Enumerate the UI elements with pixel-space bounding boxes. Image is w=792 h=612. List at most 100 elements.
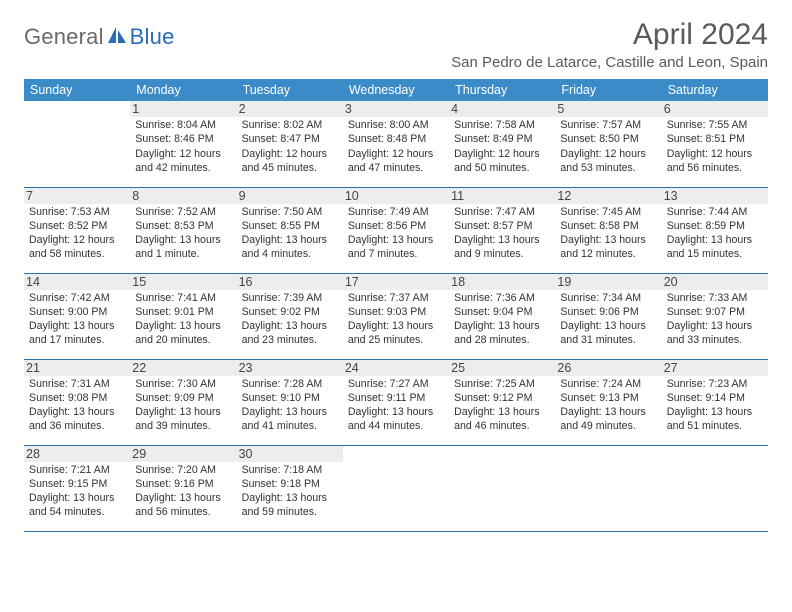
day-number: 5 bbox=[555, 101, 661, 117]
day-info-line: Sunrise: 7:20 AM bbox=[135, 463, 231, 477]
day-info-line: Sunset: 8:57 PM bbox=[454, 219, 550, 233]
day-info-line: Sunrise: 7:31 AM bbox=[29, 377, 125, 391]
calendar-week-row: 28Sunrise: 7:21 AMSunset: 9:15 PMDayligh… bbox=[24, 445, 768, 531]
day-info-line: Sunrise: 7:45 AM bbox=[560, 205, 656, 219]
day-info-line: Daylight: 13 hours bbox=[29, 405, 125, 419]
calendar-day-cell: 5Sunrise: 7:57 AMSunset: 8:50 PMDaylight… bbox=[555, 101, 661, 187]
calendar-day-cell: 1Sunrise: 8:04 AMSunset: 8:46 PMDaylight… bbox=[130, 101, 236, 187]
day-info-line: Daylight: 12 hours bbox=[29, 233, 125, 247]
calendar-day-cell bbox=[449, 445, 555, 531]
calendar-day-cell: 23Sunrise: 7:28 AMSunset: 9:10 PMDayligh… bbox=[237, 359, 343, 445]
day-info-line: Daylight: 13 hours bbox=[135, 319, 231, 333]
sail-icon bbox=[106, 25, 128, 50]
calendar-day-cell: 26Sunrise: 7:24 AMSunset: 9:13 PMDayligh… bbox=[555, 359, 661, 445]
day-info-line: and 51 minutes. bbox=[667, 419, 763, 433]
day-info-line: Daylight: 12 hours bbox=[348, 147, 444, 161]
day-info-line: and 53 minutes. bbox=[560, 161, 656, 175]
day-number: 6 bbox=[662, 101, 768, 117]
day-info-line: Daylight: 13 hours bbox=[560, 405, 656, 419]
day-info-line: and 33 minutes. bbox=[667, 333, 763, 347]
calendar-day-cell: 22Sunrise: 7:30 AMSunset: 9:09 PMDayligh… bbox=[130, 359, 236, 445]
day-number: 20 bbox=[662, 274, 768, 290]
day-info-line: Sunrise: 7:55 AM bbox=[667, 118, 763, 132]
day-info: Sunrise: 8:02 AMSunset: 8:47 PMDaylight:… bbox=[242, 118, 338, 175]
calendar-day-cell: 8Sunrise: 7:52 AMSunset: 8:53 PMDaylight… bbox=[130, 187, 236, 273]
day-info-line: Sunrise: 7:18 AM bbox=[242, 463, 338, 477]
day-info-line: Daylight: 13 hours bbox=[667, 319, 763, 333]
day-info: Sunrise: 7:52 AMSunset: 8:53 PMDaylight:… bbox=[135, 205, 231, 262]
day-info: Sunrise: 7:55 AMSunset: 8:51 PMDaylight:… bbox=[667, 118, 763, 175]
day-info-line: Sunset: 9:01 PM bbox=[135, 305, 231, 319]
calendar-day-cell: 12Sunrise: 7:45 AMSunset: 8:58 PMDayligh… bbox=[555, 187, 661, 273]
day-number: 14 bbox=[24, 274, 130, 290]
calendar-week-row: 1Sunrise: 8:04 AMSunset: 8:46 PMDaylight… bbox=[24, 101, 768, 187]
day-info-line: Daylight: 12 hours bbox=[560, 147, 656, 161]
day-info-line: Sunrise: 7:23 AM bbox=[667, 377, 763, 391]
day-info-line: and 25 minutes. bbox=[348, 333, 444, 347]
day-info-line: Daylight: 13 hours bbox=[454, 233, 550, 247]
day-info-line: Daylight: 13 hours bbox=[242, 491, 338, 505]
day-info-line: and 28 minutes. bbox=[454, 333, 550, 347]
day-info-line: Sunset: 9:03 PM bbox=[348, 305, 444, 319]
day-info-line: Sunset: 9:02 PM bbox=[242, 305, 338, 319]
calendar-day-cell: 13Sunrise: 7:44 AMSunset: 8:59 PMDayligh… bbox=[662, 187, 768, 273]
day-info-line: Daylight: 12 hours bbox=[135, 147, 231, 161]
calendar-table: SundayMondayTuesdayWednesdayThursdayFrid… bbox=[24, 79, 768, 532]
calendar-page: General Blue April 2024 San Pedro de Lat… bbox=[0, 0, 792, 550]
day-info-line: Sunrise: 7:25 AM bbox=[454, 377, 550, 391]
day-info-line: Daylight: 13 hours bbox=[29, 319, 125, 333]
day-info-line: Daylight: 12 hours bbox=[667, 147, 763, 161]
day-number: 4 bbox=[449, 101, 555, 117]
day-number: 15 bbox=[130, 274, 236, 290]
day-info-line: and 47 minutes. bbox=[348, 161, 444, 175]
calendar-day-cell: 14Sunrise: 7:42 AMSunset: 9:00 PMDayligh… bbox=[24, 273, 130, 359]
calendar-day-cell bbox=[24, 101, 130, 187]
weekday-header: Sunday bbox=[24, 79, 130, 101]
day-info-line: and 17 minutes. bbox=[29, 333, 125, 347]
day-info-line: and 41 minutes. bbox=[242, 419, 338, 433]
weekday-header: Monday bbox=[130, 79, 236, 101]
title-block: April 2024 San Pedro de Latarce, Castill… bbox=[451, 18, 768, 71]
day-info: Sunrise: 7:39 AMSunset: 9:02 PMDaylight:… bbox=[242, 291, 338, 348]
day-info: Sunrise: 7:18 AMSunset: 9:18 PMDaylight:… bbox=[242, 463, 338, 520]
day-number: 9 bbox=[237, 188, 343, 204]
day-info-line: Daylight: 13 hours bbox=[667, 233, 763, 247]
day-info-line: Sunrise: 7:39 AM bbox=[242, 291, 338, 305]
calendar-day-cell: 10Sunrise: 7:49 AMSunset: 8:56 PMDayligh… bbox=[343, 187, 449, 273]
day-info: Sunrise: 7:57 AMSunset: 8:50 PMDaylight:… bbox=[560, 118, 656, 175]
calendar-week-row: 7Sunrise: 7:53 AMSunset: 8:52 PMDaylight… bbox=[24, 187, 768, 273]
day-number: 27 bbox=[662, 360, 768, 376]
day-info-line: Daylight: 13 hours bbox=[348, 233, 444, 247]
day-info-line: Daylight: 13 hours bbox=[242, 233, 338, 247]
day-info-line: Sunrise: 7:57 AM bbox=[560, 118, 656, 132]
day-number: 7 bbox=[24, 188, 130, 204]
calendar-day-cell: 4Sunrise: 7:58 AMSunset: 8:49 PMDaylight… bbox=[449, 101, 555, 187]
day-info-line: and 1 minute. bbox=[135, 247, 231, 261]
day-info: Sunrise: 8:00 AMSunset: 8:48 PMDaylight:… bbox=[348, 118, 444, 175]
logo-text-1: General bbox=[24, 24, 104, 50]
day-info-line: Sunrise: 8:04 AM bbox=[135, 118, 231, 132]
day-info-line: Sunrise: 7:50 AM bbox=[242, 205, 338, 219]
day-number: 22 bbox=[130, 360, 236, 376]
day-info-line: Sunrise: 7:47 AM bbox=[454, 205, 550, 219]
day-info-line: Sunrise: 8:02 AM bbox=[242, 118, 338, 132]
calendar-day-cell: 2Sunrise: 8:02 AMSunset: 8:47 PMDaylight… bbox=[237, 101, 343, 187]
day-info: Sunrise: 7:21 AMSunset: 9:15 PMDaylight:… bbox=[29, 463, 125, 520]
day-info-line: and 49 minutes. bbox=[560, 419, 656, 433]
day-info-line: Sunrise: 7:44 AM bbox=[667, 205, 763, 219]
weekday-header: Thursday bbox=[449, 79, 555, 101]
day-info-line: Sunset: 9:10 PM bbox=[242, 391, 338, 405]
day-info-line: and 39 minutes. bbox=[135, 419, 231, 433]
day-info-line: Sunset: 9:18 PM bbox=[242, 477, 338, 491]
day-info-line: Daylight: 13 hours bbox=[454, 405, 550, 419]
day-info: Sunrise: 7:47 AMSunset: 8:57 PMDaylight:… bbox=[454, 205, 550, 262]
day-info: Sunrise: 7:30 AMSunset: 9:09 PMDaylight:… bbox=[135, 377, 231, 434]
calendar-day-cell: 16Sunrise: 7:39 AMSunset: 9:02 PMDayligh… bbox=[237, 273, 343, 359]
day-number: 17 bbox=[343, 274, 449, 290]
day-info-line: Sunset: 8:51 PM bbox=[667, 132, 763, 146]
calendar-day-cell: 29Sunrise: 7:20 AMSunset: 9:16 PMDayligh… bbox=[130, 445, 236, 531]
day-info: Sunrise: 7:23 AMSunset: 9:14 PMDaylight:… bbox=[667, 377, 763, 434]
day-info-line: Sunset: 9:13 PM bbox=[560, 391, 656, 405]
day-info-line: Sunset: 8:50 PM bbox=[560, 132, 656, 146]
day-number: 8 bbox=[130, 188, 236, 204]
